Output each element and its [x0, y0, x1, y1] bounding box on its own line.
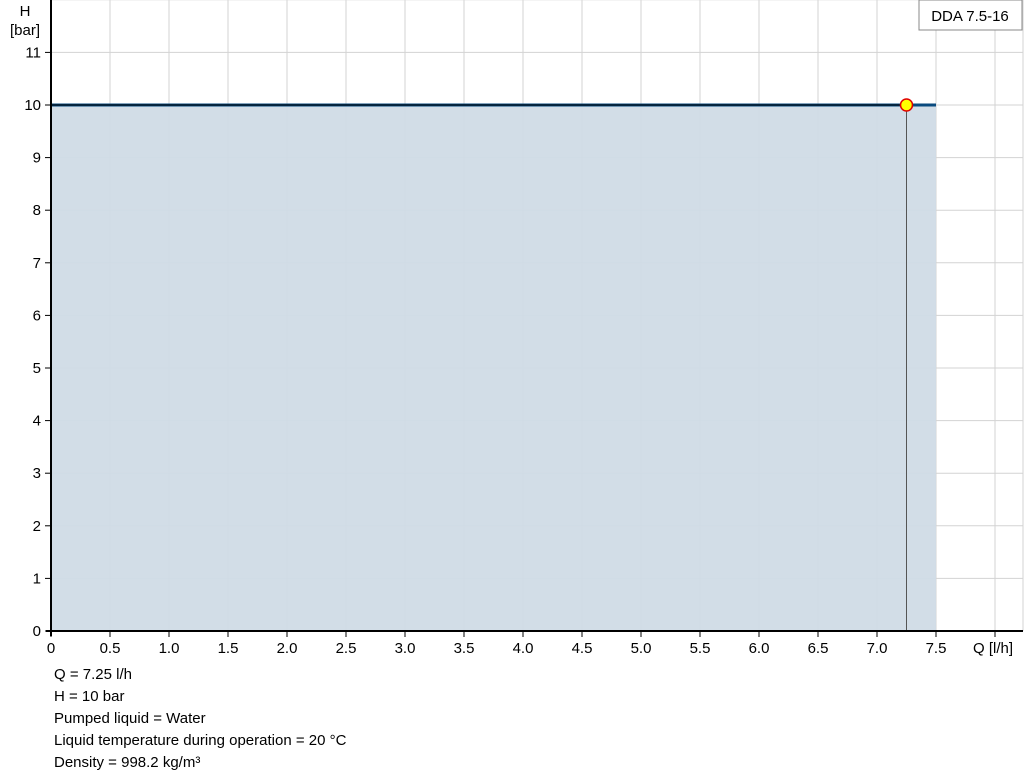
x-tick-label: 0 — [47, 640, 55, 657]
x-tick-label: 4.5 — [572, 640, 593, 657]
x-tick-label: 1.0 — [159, 640, 180, 657]
y-tick-label: 6 — [33, 307, 41, 324]
marks — [51, 98, 936, 631]
legend-title: DDA 7.5-16 — [931, 8, 1009, 25]
x-tick-label: 4.0 — [513, 640, 534, 657]
info-head: H = 10 bar — [54, 688, 125, 705]
x-tick-label: 6.5 — [808, 640, 829, 657]
info-density: Density = 998.2 kg/m³ — [54, 754, 201, 771]
info-panel: Q = 7.25 l/h H = 10 bar Pumped liquid = … — [54, 664, 346, 774]
y-tick-label: 8 — [33, 202, 41, 219]
y-tick-label: 11 — [25, 44, 41, 61]
x-tick-label: 7.0 — [867, 640, 888, 657]
x-tick-label: 2.0 — [277, 640, 298, 657]
y-tick-label: 5 — [33, 360, 41, 377]
info-temperature: Liquid temperature during operation = 20… — [54, 732, 347, 749]
x-tick-label: 3.0 — [395, 640, 416, 657]
y-tick-label: 3 — [33, 465, 41, 482]
x-tick-label: 0.5 — [100, 640, 121, 657]
y-axis-label-h: H — [20, 3, 31, 20]
info-flow: Q = 7.25 l/h — [54, 666, 132, 683]
curve-area — [51, 105, 936, 631]
legend-box: DDA 7.5-16 — [918, 0, 1023, 31]
info-liquid: Pumped liquid = Water — [54, 710, 206, 727]
x-tick-label: 5.0 — [631, 640, 652, 657]
y-tick-label: 1 — [33, 570, 41, 587]
x-tick-label: 1.5 — [218, 640, 239, 657]
axes: 0 0.5 1.0 1.5 2.0 2.5 3.0 3.5 4.0 4.5 5.0 5.5 6.0 6.5… — [24, 0, 1023, 657]
y-axis-label-unit: [bar] — [10, 22, 40, 39]
y-tick-label: 9 — [33, 150, 41, 167]
x-tick-label: 6.0 — [749, 640, 770, 657]
y-tick-label: 0 — [33, 623, 41, 640]
y-tick-label: 2 — [33, 518, 41, 535]
x-tick-label: 2.5 — [336, 640, 357, 657]
y-tick-label: 7 — [33, 255, 41, 272]
y-tick-label: 10 — [24, 97, 41, 114]
x-tick-label: 7.5 — [926, 640, 947, 657]
x-tick-label: 3.5 — [454, 640, 475, 657]
x-tick-label: 5.5 — [690, 640, 711, 657]
operating-point — [899, 98, 914, 112]
x-axis-label: Q [l/h] — [973, 640, 1013, 657]
y-tick-label: 4 — [33, 413, 41, 430]
